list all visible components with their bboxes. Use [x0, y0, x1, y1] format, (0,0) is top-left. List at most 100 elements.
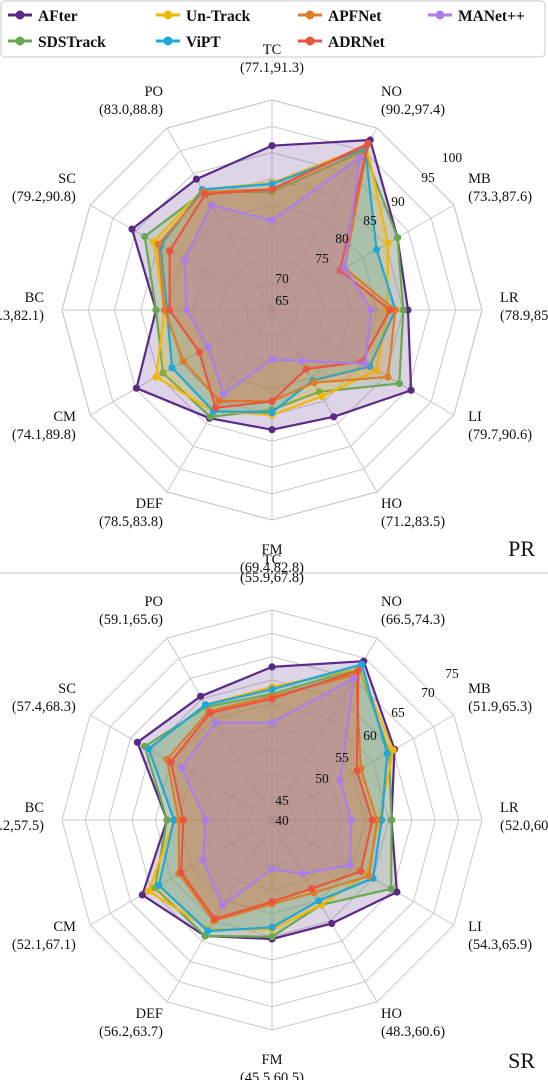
axis-label-fm: FM (69.4,82.8) [240, 542, 304, 576]
data-point [358, 660, 366, 669]
data-point [206, 709, 214, 717]
data-point [138, 891, 146, 899]
axis-name: NO [381, 594, 402, 610]
axis-label-mb: MB (73.3,87.6) [468, 171, 532, 205]
axis-name: FM [262, 542, 283, 558]
axis-range: (52.0,60.6) [500, 818, 548, 834]
axis-label-po: PO (59.1,65.6) [99, 594, 163, 628]
data-point [212, 404, 220, 412]
data-point [361, 360, 369, 368]
data-point [192, 175, 200, 183]
axis-name: BC [25, 290, 44, 306]
data-point [179, 816, 187, 824]
data-point [330, 413, 338, 421]
axis-spoke [166, 637, 273, 821]
axis-name: TC [263, 552, 282, 568]
axis-range: (90.2,97.4) [381, 102, 445, 118]
data-point [407, 386, 415, 394]
data-point [356, 154, 364, 162]
data-point [268, 923, 276, 931]
data-point [177, 868, 185, 877]
axis-label-bc: BC (49.2,57.5) [0, 800, 44, 834]
data-point [384, 239, 392, 247]
data-point [364, 140, 372, 148]
data-point [268, 216, 276, 224]
data-point [395, 379, 403, 388]
axis-label-lr: LR (78.9,85.9) [500, 290, 548, 324]
data-point [365, 872, 373, 880]
legend-item-adrnet: ADRNet [298, 34, 386, 51]
axis-spoke [271, 819, 378, 1003]
data-point [387, 885, 395, 893]
axis-spoke [166, 819, 273, 1003]
axis-labels: TC (77.1,91.3) NO (90.2,97.4) MB (73.3,87.6) L… [0, 42, 548, 576]
legend-marker [163, 10, 173, 20]
data-point [268, 397, 276, 405]
legend-label: SDSTrack [38, 34, 106, 51]
data-point [163, 816, 171, 824]
data-point [315, 897, 323, 905]
data-point [159, 369, 167, 377]
tick-label: 50 [315, 771, 329, 786]
data-point [310, 379, 318, 387]
axis-spoke [271, 309, 378, 493]
axis-labels: TC (55.9,67.8) NO (66.5,74.3) MB (51.9,65.3) L… [0, 552, 548, 1080]
axis-range: (57.4,68.3) [12, 699, 76, 715]
tick-label: 75 [445, 666, 459, 681]
data-point [393, 888, 401, 896]
data-point [268, 898, 276, 906]
data-point [166, 247, 174, 255]
axis-range: (52.1,67.1) [12, 937, 76, 953]
legend-marker [305, 10, 315, 20]
axis-range: (78.5,83.8) [99, 514, 163, 530]
series-adrnet [166, 140, 394, 412]
data-point [181, 256, 189, 264]
data-point [391, 306, 399, 314]
axis-range: (45.5,60.5) [240, 1070, 304, 1080]
data-point [318, 392, 326, 400]
axis-range: (76.3,82.1) [0, 308, 44, 324]
data-point [354, 666, 362, 675]
data-point [182, 306, 190, 314]
data-point [215, 397, 224, 405]
axis-name: PO [144, 594, 163, 610]
data-point [393, 234, 402, 242]
data-point [160, 306, 168, 314]
data-point [268, 426, 276, 434]
axis-range: (66.5,74.3) [381, 612, 445, 628]
tick-label: 55 [335, 750, 349, 765]
metric-label: SR [508, 1048, 535, 1073]
tick-label: 70 [421, 685, 435, 700]
series-manet- [177, 674, 358, 910]
axis-name: NO [381, 84, 402, 100]
axis-label-li: LI (79.7,90.6) [468, 409, 532, 443]
radar-chart-sr: 40 45 50 55 60 65 70 75 TC (55.9,67.8) NO (66.5,74.… [0, 552, 548, 1080]
tick-label: 60 [363, 728, 377, 743]
legend: AFter Un-Track APFNet MANet++ SDSTrack ViPT AD… [0, 0, 546, 58]
axis-label-ho: HO (71.2,83.5) [381, 496, 445, 530]
data-point [268, 695, 276, 703]
legend-marker [305, 36, 315, 46]
data-point [195, 348, 203, 356]
tick-label: 85 [363, 213, 377, 228]
data-point [206, 413, 214, 421]
axis-spoke [166, 127, 273, 311]
legend-item-apfnet: APFNet [298, 8, 382, 25]
axis-name: LR [500, 290, 519, 306]
axis-name: BC [25, 800, 44, 816]
axis-name: LR [500, 800, 519, 816]
data-point [145, 745, 153, 753]
series-adrnet [167, 666, 376, 923]
radar-chart-pr: 65 70 75 80 85 90 95 100 TC (77.1,91.3) NO (90.2,97… [0, 42, 548, 576]
data-point [302, 365, 310, 373]
data-point [218, 902, 227, 910]
data-point [268, 180, 276, 188]
axis-range: (79.2,90.8) [12, 189, 76, 205]
axis-name: CM [53, 919, 76, 935]
axis-range: (48.3,60.6) [381, 1024, 445, 1040]
data-point [268, 685, 276, 693]
data-point [177, 764, 186, 772]
legend-marker [163, 36, 173, 46]
axis-label-li: LI (54.3,65.9) [468, 919, 532, 953]
legend-label: AFter [38, 8, 78, 25]
